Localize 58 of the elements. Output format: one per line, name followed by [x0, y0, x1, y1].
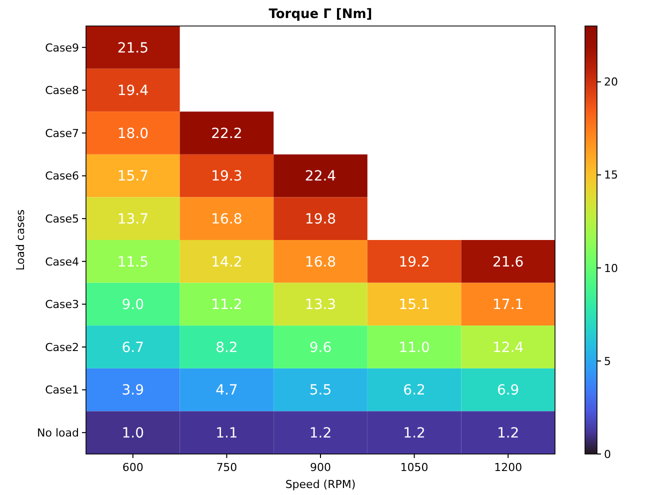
- data-label: 22.4: [304, 168, 336, 185]
- data-label: 3.9: [122, 382, 144, 399]
- color-bar-label: 20: [604, 76, 618, 89]
- data-label: 11.5: [117, 254, 148, 270]
- data-label: 15.7: [117, 168, 148, 185]
- x-axis-title: Speed (RPM): [285, 478, 356, 491]
- y-tick-label: Case7: [45, 126, 79, 140]
- y-tick-label: Case1: [45, 384, 79, 397]
- data-label: 6.7: [122, 340, 144, 356]
- y-tick-label: Case3: [45, 298, 79, 312]
- data-label: 4.7: [216, 382, 238, 399]
- x-tick-label: 600: [122, 461, 144, 474]
- data-label: 5.5: [309, 382, 332, 399]
- color-bar-label: 5: [604, 354, 611, 368]
- data-label: 21.5: [117, 40, 148, 56]
- x-tick-label: 750: [216, 461, 238, 474]
- data-label: 21.6: [492, 254, 524, 270]
- data-label: 13.3: [304, 297, 336, 314]
- data-label: 12.4: [492, 340, 524, 356]
- data-label: 14.2: [211, 254, 242, 270]
- data-label: 8.2: [216, 340, 238, 356]
- data-label: 19.8: [304, 212, 336, 228]
- y-tick-label: Case6: [45, 170, 79, 183]
- data-label: 19.4: [117, 83, 149, 100]
- data-label: 1.2: [403, 426, 426, 442]
- data-label: 22.2: [211, 126, 242, 142]
- data-label: 11.2: [211, 297, 242, 314]
- data-label: 16.8: [211, 212, 242, 228]
- chart-title: Torque Γ [Nm]: [268, 7, 372, 22]
- data-label: 16.8: [304, 254, 336, 270]
- data-label: 19.3: [211, 168, 242, 185]
- data-label: 6.2: [403, 382, 426, 399]
- y-tick-label: No load: [37, 426, 79, 440]
- data-label: 9.0: [122, 297, 144, 314]
- data-label: 1.2: [496, 426, 520, 442]
- x-tick-label: 1200: [494, 461, 522, 474]
- data-label: 1.0: [122, 426, 144, 442]
- data-label: 1.1: [216, 426, 238, 442]
- y-axis-title: Load cases: [14, 209, 27, 270]
- data-label: 19.2: [398, 254, 430, 270]
- x-tick-label: 900: [310, 461, 331, 474]
- color-bar-label: 15: [604, 168, 618, 182]
- color-bar-label: 10: [604, 262, 618, 275]
- y-tick-label: Case8: [45, 84, 79, 98]
- data-label: 11.0: [398, 340, 430, 356]
- data-label: 9.6: [309, 340, 332, 356]
- x-tick-label: 1050: [400, 461, 428, 474]
- data-label: 1.2: [309, 426, 332, 442]
- y-tick-label: Case9: [45, 41, 79, 54]
- data-label: 6.9: [496, 382, 520, 399]
- y-tick-label: Case4: [45, 255, 79, 268]
- data-label: 13.7: [117, 212, 148, 228]
- y-tick-label: Case2: [45, 340, 79, 354]
- data-label: 18.0: [117, 126, 148, 142]
- y-tick-label: Case5: [45, 212, 79, 226]
- data-label: 15.1: [398, 297, 430, 314]
- data-label: 17.1: [492, 297, 524, 314]
- color-bar-label: 0: [604, 448, 611, 461]
